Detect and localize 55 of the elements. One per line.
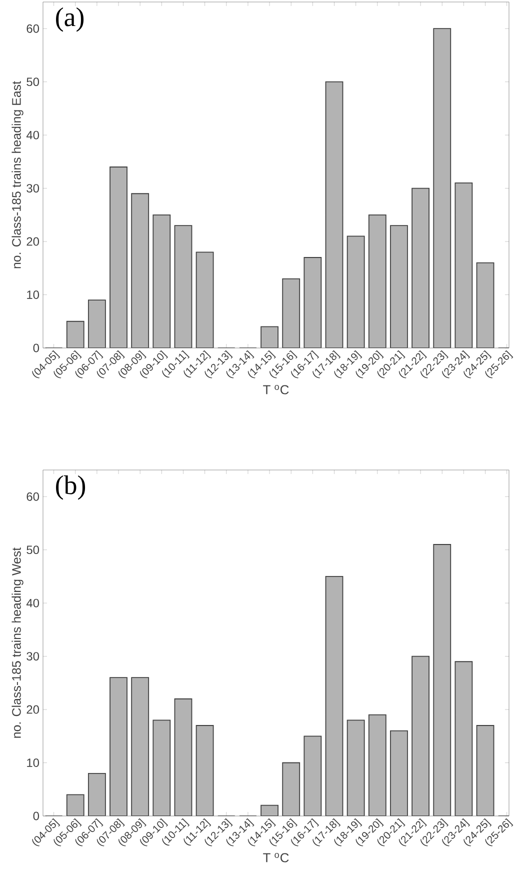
y-tick-label: 30: [26, 652, 40, 661]
bar: [368, 714, 386, 816]
bar: [304, 257, 322, 348]
bar: [110, 678, 128, 816]
bar: [476, 262, 494, 348]
bar: [390, 730, 408, 816]
bar: [434, 28, 451, 348]
bar: [66, 321, 84, 348]
y-tick-label: 60: [26, 492, 40, 501]
y-tick-label: 0: [33, 812, 40, 820]
bar: [412, 656, 430, 816]
bar: [326, 82, 343, 348]
bar: [282, 762, 300, 816]
bar: [196, 726, 214, 816]
bar: [390, 226, 408, 348]
bar: [282, 278, 300, 348]
y-tick-label: 50: [26, 546, 40, 554]
bar: [132, 194, 149, 348]
bar: [174, 226, 192, 348]
bar: [174, 698, 192, 816]
bar: [196, 252, 214, 348]
x-axis-title: T $^{o}$C: [263, 852, 289, 862]
bar: [412, 188, 430, 348]
bar: [110, 167, 128, 348]
bar: [368, 214, 386, 348]
y-tick-label: 50: [26, 78, 40, 86]
bar: [153, 214, 170, 348]
y-axis-title: no. Class-185 trains heading East: [12, 81, 24, 268]
bar: [153, 720, 170, 816]
bar: [347, 236, 364, 348]
y-tick-label: 30: [26, 184, 40, 193]
y-tick-label: 0: [33, 344, 40, 352]
bar: [261, 326, 278, 348]
y-tick-label: 10: [27, 290, 40, 299]
bar: [88, 773, 106, 816]
x-axis-title: T $^{o}$C: [263, 384, 289, 394]
y-tick-label: 20: [26, 237, 40, 246]
bar: [132, 678, 149, 816]
bar: [326, 576, 343, 816]
y-tick-label: 40: [26, 598, 40, 608]
y-tick-label: 60: [26, 24, 40, 33]
bar: [304, 736, 322, 816]
y-tick-label: 40: [26, 130, 40, 140]
y-tick-label: 20: [26, 705, 40, 714]
bar: [434, 544, 451, 816]
y-axis-title: no. Class-185 trains heading West: [12, 547, 24, 738]
annotation: (a): [56, 7, 84, 32]
bar: [476, 726, 494, 816]
bar: [455, 182, 472, 348]
bar: [455, 662, 472, 816]
bar: [88, 300, 106, 348]
bar: [66, 794, 84, 816]
y-tick-label: 10: [27, 758, 40, 767]
bar: [347, 720, 364, 816]
annotation: (b): [56, 475, 86, 500]
